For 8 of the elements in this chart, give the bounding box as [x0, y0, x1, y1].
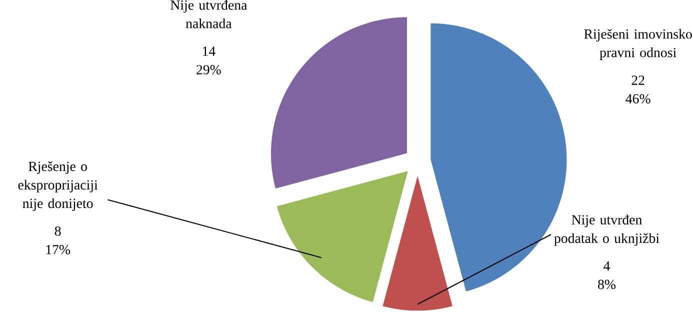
data-label: 4 8%: [598, 262, 616, 290]
slice-label: Rješenje o eksproprijaciji nije donijeto: [18, 162, 98, 212]
slice-label: Nije utvrđena naknada: [170, 0, 248, 28]
data-label: 8 17%: [46, 226, 70, 255]
data-label: 14 29%: [196, 46, 221, 75]
data-label: 22 46%: [626, 76, 650, 104]
slice-label: Nije utvrđen podatak o uknjižbi: [554, 214, 660, 246]
slice-label: Riješeni imovinsko pravni odnosi: [584, 29, 692, 60]
